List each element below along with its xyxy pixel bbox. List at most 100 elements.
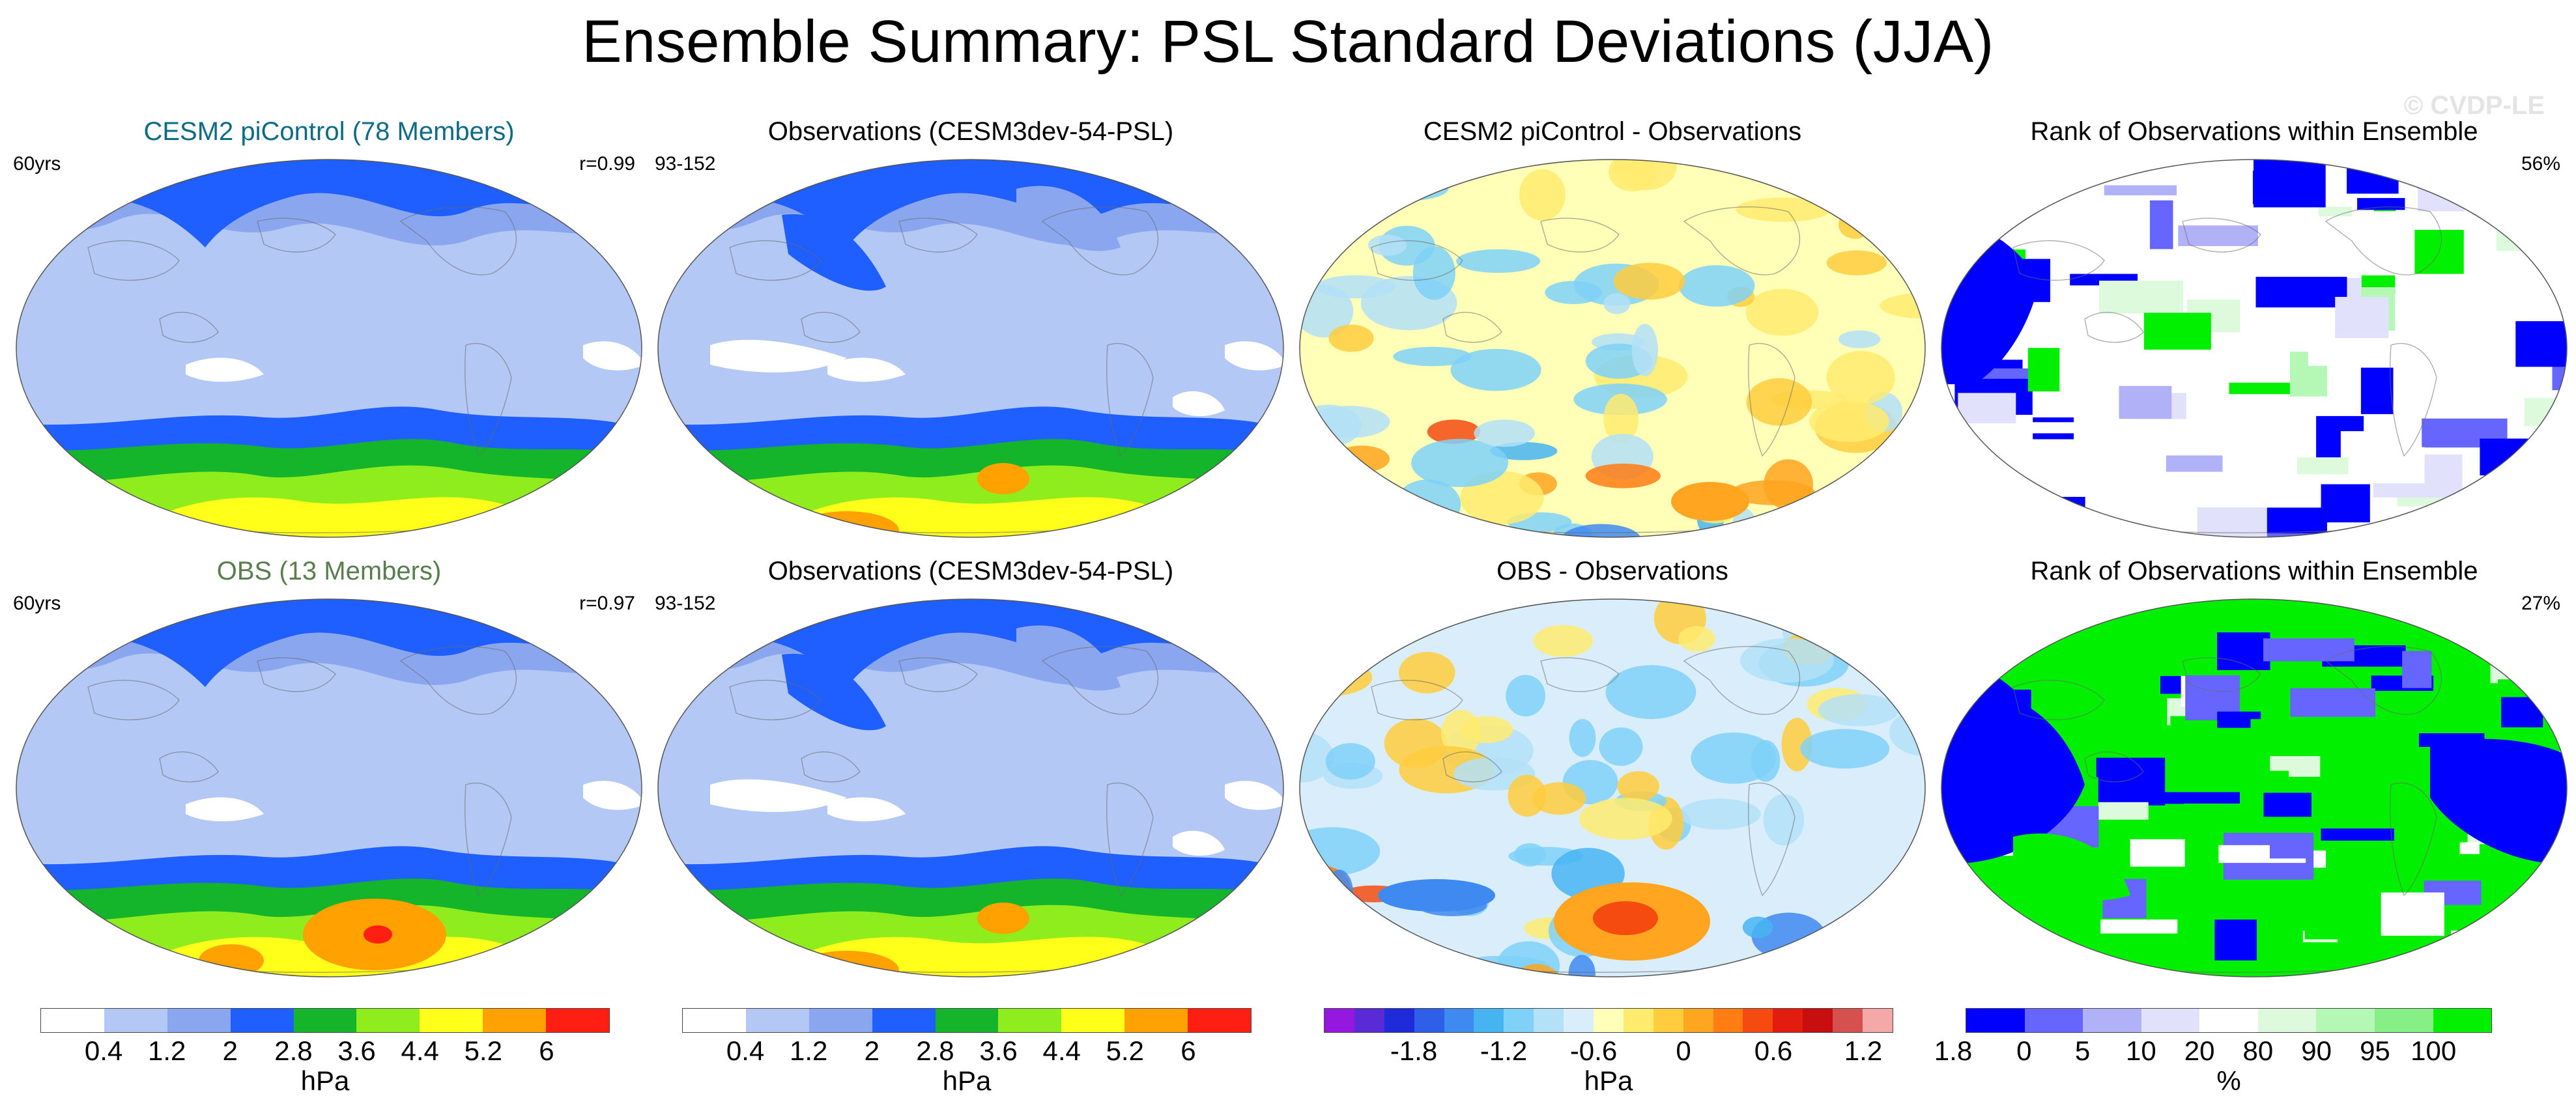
coastline-outline	[2084, 751, 2144, 783]
colorbar-ticks: -1.8 -1.2 -0.6 0 0.6 1.2 1.8	[1324, 1035, 1972, 1068]
colorbar-swatch	[1683, 1009, 1713, 1032]
colorbar-swatch	[1324, 1009, 1354, 1032]
colorbar-units: hPa	[942, 1065, 992, 1096]
coastline-outline	[801, 311, 861, 343]
coastline-outline	[257, 218, 336, 253]
colorbar-tick-label: -1.2	[1480, 1035, 1528, 1066]
map-std	[16, 598, 642, 977]
coastline-outline	[465, 782, 512, 897]
colorbar-swatch	[1833, 1009, 1863, 1032]
colorbar-swatch	[483, 1009, 547, 1032]
panel-title: Observations (CESM3dev-54-PSL)	[767, 117, 1174, 146]
colorbar-ticks: 0.4 1.2 2 2.8 3.6 4.4 5.2 6	[682, 1035, 1252, 1068]
coastline-outline	[729, 240, 822, 281]
colorbar-swatch	[1653, 1009, 1683, 1032]
map-border	[1941, 159, 2568, 538]
coastline-outline	[1748, 343, 1796, 457]
coastline-outline	[1683, 206, 1801, 275]
panel-years-label: 60yrs	[13, 593, 61, 614]
coastline-outline	[1442, 751, 1502, 783]
colorbar-tick-label: 10	[2125, 1035, 2156, 1066]
colorbar-swatch	[1623, 1009, 1653, 1032]
coastline-outline	[1442, 311, 1502, 343]
colorbar-tick-label: 0.4	[726, 1035, 765, 1066]
colorbar-swatch	[1444, 1009, 1474, 1032]
map-border	[16, 598, 642, 977]
figure-title: Ensemble Summary: PSL Standard Deviation…	[582, 8, 1994, 75]
coastline-outline	[2182, 657, 2261, 692]
panel-years-label: 60yrs	[13, 153, 61, 175]
colorbar-swatch	[2257, 1009, 2317, 1032]
coastline-outline	[159, 311, 219, 343]
panel-stat-label: r=0.97	[579, 593, 635, 614]
colorbar-swatch	[1354, 1009, 1384, 1032]
coastline-outline	[1371, 679, 1463, 721]
colorbar-swatch	[1594, 1009, 1624, 1032]
colorbar-swatch	[1504, 1009, 1534, 1032]
coastline-outline	[801, 751, 861, 783]
colorbar-tick-label: 2.8	[274, 1035, 313, 1066]
colorbar-swatch	[935, 1009, 999, 1032]
colorbar-swatch	[104, 1009, 167, 1032]
colorbar-tick-label: 1.8	[1934, 1035, 1973, 1066]
coastline-outline	[1540, 218, 1620, 253]
map-std	[657, 159, 1284, 538]
colorbar-tick-label: 20	[2184, 1035, 2215, 1066]
panel-years-label: 93-152	[655, 593, 716, 614]
colorbar-tick-label: 4.4	[401, 1035, 439, 1066]
coastline-outline	[1371, 240, 1463, 281]
colorbar-tick-label: 2.8	[916, 1035, 954, 1066]
colorbar-swatch	[1061, 1009, 1125, 1032]
colorbar-swatch	[1474, 1009, 1504, 1032]
map-field	[658, 599, 1283, 977]
colorbar-swatch	[1863, 1009, 1893, 1032]
panel-stat-label: r=0.99	[579, 153, 635, 175]
colorbar-tick-label: 1.2	[790, 1035, 828, 1066]
colorbar-swatch	[1124, 1009, 1188, 1032]
coastline-outline	[2012, 679, 2105, 721]
colorbar-tick-label: 0.4	[84, 1035, 123, 1066]
colorbar-tick-label: 3.6	[979, 1035, 1018, 1066]
coastline-outline	[1106, 343, 1154, 457]
colorbar-swatch	[546, 1009, 610, 1032]
coastline-outline	[898, 657, 978, 692]
panel-stat-label: 56%	[2521, 153, 2560, 175]
colorbar-units: hPa	[300, 1065, 350, 1096]
colorbar-swatch	[2316, 1009, 2375, 1032]
coastline-outline	[257, 657, 336, 692]
colorbar-swatch	[1414, 1009, 1444, 1032]
coastline-outline	[2012, 240, 2105, 281]
colorbar-swatch	[1743, 1009, 1773, 1032]
colorbar-tick-label: 0	[2016, 1035, 2032, 1066]
map-field	[658, 160, 1283, 537]
coastline-outline	[1041, 206, 1159, 275]
panel-title: OBS - Observations	[1496, 557, 1728, 585]
map-std	[657, 598, 1284, 977]
panel-years-label: 93-152	[655, 153, 716, 175]
colorbar-tick-label: 2	[864, 1035, 880, 1066]
colorbar-tick-label: 3.6	[337, 1035, 376, 1066]
colorbar-tick-label: 5	[2074, 1035, 2091, 1066]
map-field	[1300, 599, 1925, 977]
coastline-outline	[159, 751, 219, 783]
colorbar-swatch	[809, 1009, 872, 1032]
colorbar-swatch	[2199, 1009, 2258, 1032]
colorbar-tick-label: 6	[539, 1035, 554, 1066]
map-border	[1941, 598, 2568, 977]
colorbar-swatch	[683, 1009, 746, 1032]
colorbar-swatch	[1803, 1009, 1833, 1032]
coastline-outline	[1748, 782, 1796, 897]
colorbar-swatch	[2433, 1009, 2492, 1032]
panel-title: Rank of Observations within Ensemble	[2030, 117, 2478, 146]
colorbar-tick-label: 5.2	[464, 1035, 502, 1066]
coastline-outline	[2084, 311, 2144, 343]
colorbar-tick-label: 80	[2242, 1035, 2274, 1066]
map-border	[657, 598, 1284, 977]
colorbar-tick-label: 1.2	[1844, 1035, 1883, 1066]
map-rank	[1941, 598, 2568, 977]
map-border	[16, 159, 642, 538]
colorbar-swatch	[1773, 1009, 1803, 1032]
map-field	[1300, 160, 1925, 537]
panel-title: CESM2 piControl (78 Members)	[143, 117, 515, 146]
watermark: © CVDP-LE	[2403, 91, 2545, 120]
